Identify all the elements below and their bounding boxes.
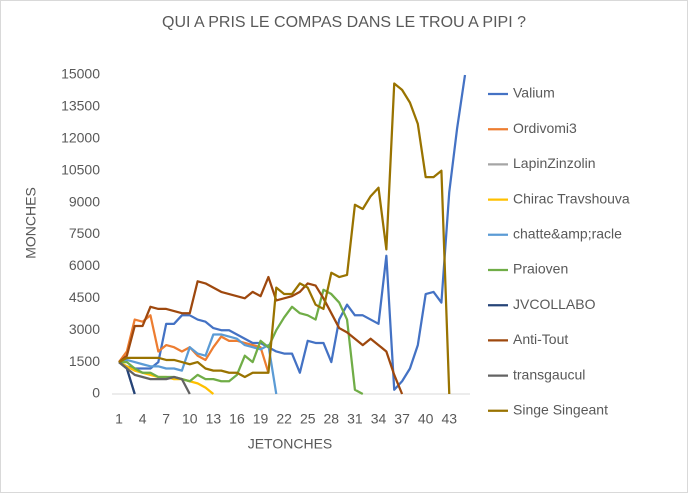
y-tick-label: 3000 <box>69 321 100 337</box>
y-tick-label: 1500 <box>69 353 100 369</box>
series-line <box>118 361 191 395</box>
y-tick-label: 7500 <box>69 225 100 241</box>
x-axis-label: JETONCHES <box>248 436 333 452</box>
x-tick-label: 25 <box>300 411 316 427</box>
x-tick-label: 1 <box>115 411 123 427</box>
y-tick-label: 6000 <box>69 257 100 273</box>
legend-label: Valium <box>513 85 555 101</box>
y-axis-label: MONCHES <box>23 187 39 259</box>
x-tick-label: 19 <box>253 411 269 427</box>
x-tick-label: 22 <box>276 411 292 427</box>
y-tick-label: 9000 <box>69 193 100 209</box>
x-tick-label: 16 <box>229 411 245 427</box>
x-tick-label: 4 <box>139 411 147 427</box>
legend-label: Ordivomi3 <box>513 120 577 136</box>
x-tick-label: 37 <box>394 411 410 427</box>
legend-label: transgaucul <box>513 366 585 382</box>
x-tick-label: 10 <box>182 411 198 427</box>
legend-label: chatte&amp;racle <box>513 226 622 242</box>
series-line <box>118 74 467 391</box>
x-tick-label: 34 <box>371 411 387 427</box>
x-tick-label: 31 <box>347 411 363 427</box>
series-line <box>118 275 404 395</box>
legend-label: JVCOLLABO <box>513 296 596 312</box>
y-tick-label: 12000 <box>61 130 100 146</box>
y-tick-label: 0 <box>92 385 100 401</box>
legend-label: LapinZinzolin <box>513 155 596 171</box>
x-tick-label: 40 <box>418 411 434 427</box>
y-tick-label: 10500 <box>61 161 100 177</box>
legend-label: Praioven <box>513 261 568 277</box>
x-tick-label: 43 <box>441 411 457 427</box>
legend-label: Anti-Tout <box>513 331 568 347</box>
legend-label: Chirac Travshouva <box>513 190 630 206</box>
x-tick-label: 7 <box>162 411 170 427</box>
series-line <box>118 82 451 395</box>
series-line <box>118 333 278 395</box>
chart-title: QUI A PRIS LE COMPAS DANS LE TROU A PIPI… <box>162 14 526 31</box>
x-tick-label: 28 <box>324 411 340 427</box>
y-tick-label: 4500 <box>69 289 100 305</box>
x-tick-label: 13 <box>206 411 222 427</box>
y-tick-label: 13500 <box>61 98 100 114</box>
legend-label: Singe Singeant <box>513 402 608 418</box>
y-tick-label: 15000 <box>61 66 100 82</box>
